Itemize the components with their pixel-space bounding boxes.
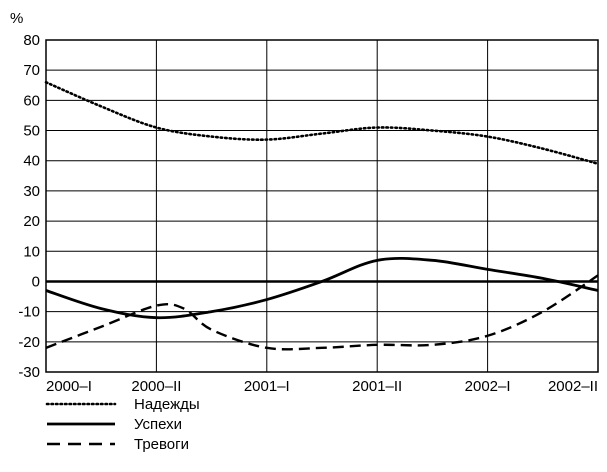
x-tick-label: 2000–II: [131, 378, 181, 395]
x-tick-label: 2002–I: [465, 378, 511, 395]
plot-border: [45, 39, 599, 373]
series-lines: [44, 80, 600, 351]
legend-label: Успехи: [134, 416, 182, 433]
series-line-1: [44, 80, 600, 166]
series-line-2: [45, 256, 599, 320]
y-tick-label: 60: [23, 92, 40, 109]
plot-frame: [45, 39, 599, 373]
x-tick-label: 2001–II: [352, 378, 402, 395]
legend: Надежды Успехи Тревоги: [45, 396, 200, 453]
y-tick-label: 0: [32, 273, 40, 290]
y-tick-label: 40: [23, 153, 40, 170]
y-tick-label: 10: [23, 243, 40, 260]
y-tick-label: 80: [23, 32, 40, 49]
x-tick-label: 2001–I: [244, 378, 290, 395]
legend-label: Надежды: [134, 396, 200, 413]
x-tick-label: 2000–I: [46, 378, 92, 395]
y-tick-label: 20: [23, 213, 40, 230]
x-tick-label: 2002–II: [548, 378, 598, 395]
y-tick-label: -20: [18, 334, 40, 351]
y-tick-labels: 80 70 60 50 40 30 20 10 0 -10 -20 -30: [18, 32, 40, 381]
y-tick-label: 50: [23, 123, 40, 140]
grid-lines: [45, 39, 599, 373]
y-tick-label: 70: [23, 62, 40, 79]
y-tick-label: 30: [23, 183, 40, 200]
y-tick-label: -10: [18, 304, 40, 321]
legend-label: Тревоги: [134, 436, 189, 453]
series-line-3: [45, 274, 599, 351]
y-tick-label: -30: [18, 364, 40, 381]
x-tick-labels: 2000–I 2000–II 2001–I 2001–II 2002–I 2002–II: [46, 378, 598, 395]
y-axis-unit: %: [10, 10, 23, 27]
